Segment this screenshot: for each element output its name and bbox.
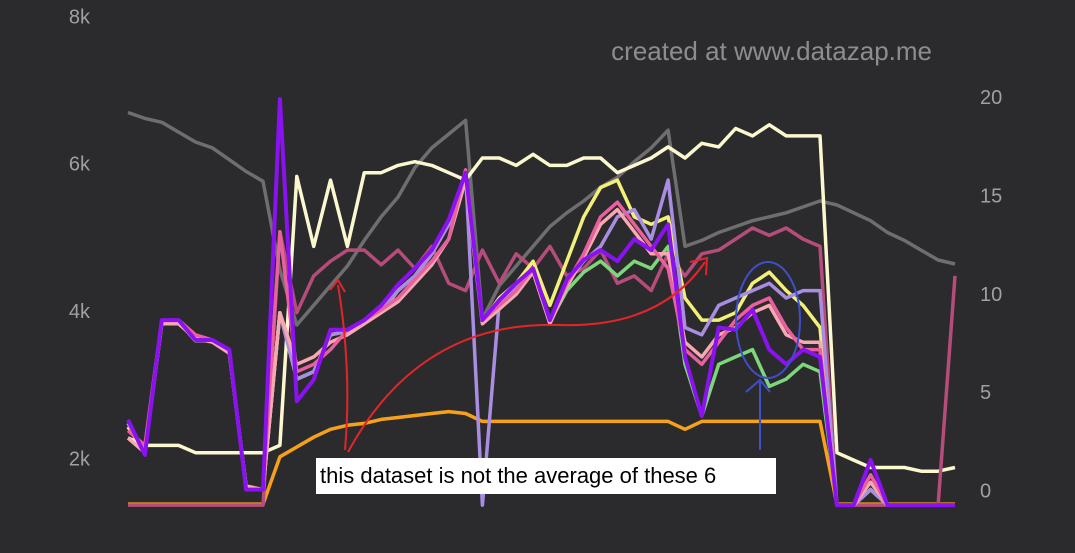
arrow — [745, 378, 771, 450]
y2-tick-label: 15 — [980, 185, 1002, 207]
y-tick-label: 4k — [69, 301, 91, 323]
y-tick-label: 6k — [69, 154, 91, 176]
y2-tick-label: 10 — [980, 284, 1002, 306]
plot-area — [126, 97, 957, 508]
circle — [735, 261, 801, 379]
y2-tick-label: 5 — [980, 382, 991, 404]
blue-marking — [735, 261, 801, 450]
annotation-box — [316, 458, 776, 494]
series-line — [128, 409, 955, 506]
series-line — [126, 97, 955, 508]
arrow-head — [329, 278, 346, 293]
y2-tick-label: 0 — [980, 481, 991, 503]
arrow-head — [689, 256, 709, 276]
red-arrows — [329, 256, 709, 453]
y2-tick-label: 20 — [980, 87, 1002, 109]
arrow — [347, 261, 706, 453]
annotation: this dataset is not the average of these… — [320, 463, 716, 488]
series-line — [127, 110, 956, 327]
watermark: created at www.datazap.me — [611, 36, 932, 66]
y-tick-label: 2k — [69, 448, 91, 470]
y-tick-label: 8k — [69, 6, 91, 28]
arrow — [337, 284, 349, 451]
